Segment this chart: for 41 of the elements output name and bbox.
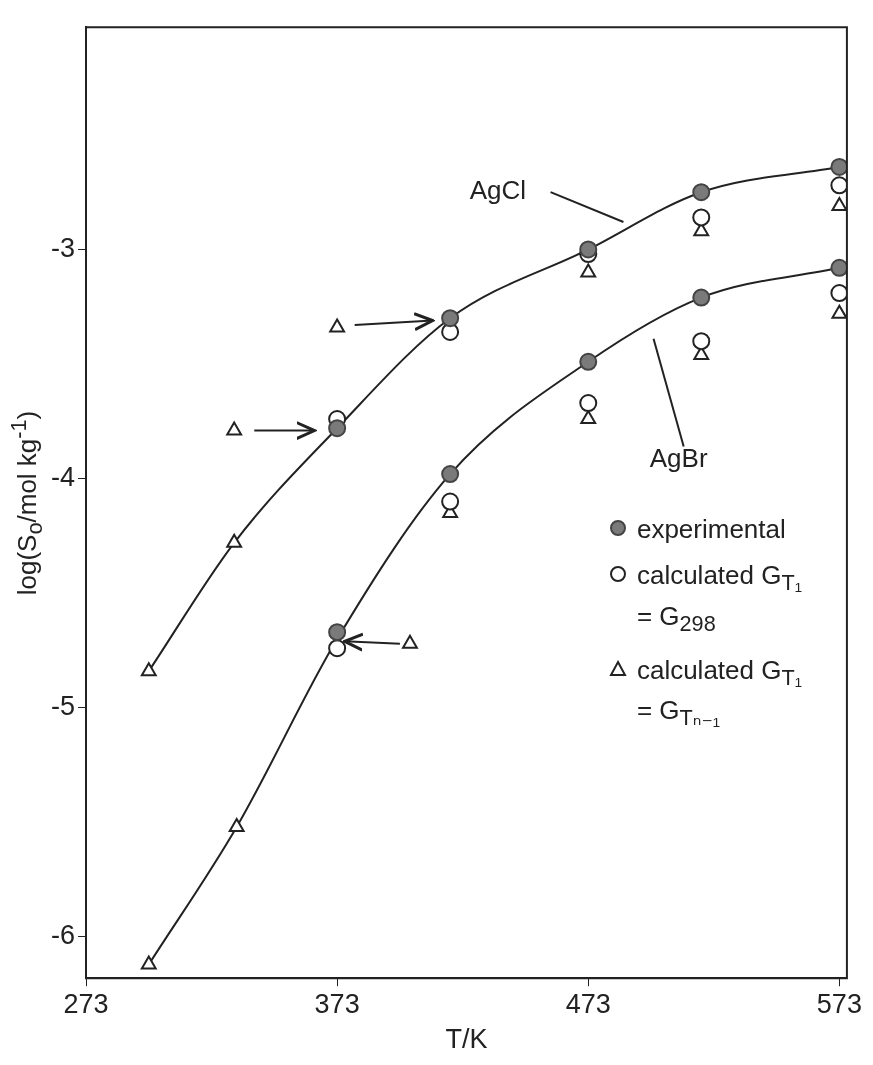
point <box>328 623 347 642</box>
annotation: AgBr <box>649 443 708 474</box>
point <box>692 208 711 227</box>
annotation: AgCl <box>469 175 527 206</box>
point <box>830 176 847 195</box>
point <box>579 352 598 371</box>
text: calculated G$_{T₁}$ = G$_{Tₙ₋₁}$ <box>636 654 802 731</box>
text: calculated G$_{T₁}$ = G$_{298}$ <box>636 560 802 636</box>
point <box>579 240 598 259</box>
point <box>328 639 347 658</box>
point <box>830 157 847 176</box>
point <box>402 634 418 649</box>
point <box>830 284 847 303</box>
x-tick-label: 573 <box>816 988 862 1019</box>
point <box>580 410 597 425</box>
x-tick-label: 273 <box>63 988 109 1019</box>
point <box>226 533 243 548</box>
point <box>228 817 245 832</box>
x-axis-title: T/K <box>445 1024 488 1055</box>
point <box>140 662 157 677</box>
point <box>329 318 346 333</box>
y-tick-label: -4 <box>50 462 76 493</box>
point <box>831 304 847 319</box>
point <box>140 955 157 970</box>
point <box>692 332 711 351</box>
y-tick-label: -5 <box>50 691 76 722</box>
point <box>830 258 847 277</box>
point <box>441 309 460 328</box>
point <box>692 183 711 202</box>
x-tick-label: 473 <box>565 988 611 1019</box>
legend-label: experimental <box>636 513 787 546</box>
y-tick-label: -3 <box>50 232 76 263</box>
point <box>692 288 711 307</box>
point <box>579 394 598 413</box>
y-tick-label: -6 <box>50 920 76 951</box>
point <box>580 263 597 278</box>
point <box>328 419 347 438</box>
point <box>226 421 243 436</box>
x-tick-label: 373 <box>314 988 360 1019</box>
point <box>441 465 460 484</box>
point <box>441 492 460 511</box>
